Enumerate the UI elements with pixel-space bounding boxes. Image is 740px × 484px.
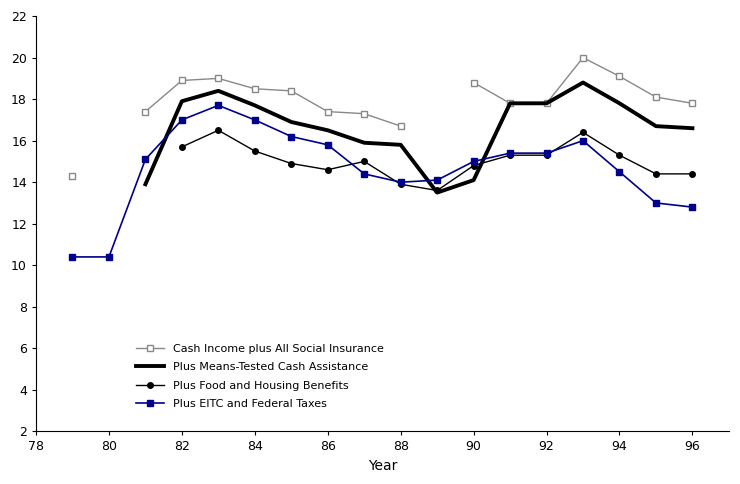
X-axis label: Year: Year — [368, 459, 397, 473]
Cash Income plus All Social Insurance — [360, 111, 369, 117]
Plus Means-Tested Cash Assistance — [178, 98, 186, 104]
Plus Means-Tested Cash Assistance — [433, 190, 442, 196]
Cash Income plus All Social Insurance — [651, 94, 660, 100]
Cash Income plus All Social Insurance — [287, 88, 296, 94]
Legend: Cash Income plus All Social Insurance, Plus Means-Tested Cash Assistance, Plus F: Cash Income plus All Social Insurance, P… — [132, 339, 388, 413]
Plus Food and Housing Benefits — [469, 163, 478, 168]
Plus Food and Housing Benefits — [396, 182, 405, 187]
Plus Means-Tested Cash Assistance — [688, 125, 697, 131]
Plus EITC and Federal Taxes — [323, 142, 332, 148]
Plus EITC and Federal Taxes — [178, 117, 186, 123]
Plus Means-Tested Cash Assistance — [542, 100, 551, 106]
Plus EITC and Federal Taxes — [287, 134, 296, 139]
Cash Income plus All Social Insurance — [396, 123, 405, 129]
Plus EITC and Federal Taxes — [433, 177, 442, 183]
Cash Income plus All Social Insurance — [250, 86, 259, 91]
Plus EITC and Federal Taxes — [615, 169, 624, 175]
Plus EITC and Federal Taxes — [104, 254, 113, 260]
Cash Income plus All Social Insurance — [469, 80, 478, 86]
Plus EITC and Federal Taxes — [68, 254, 77, 260]
Plus Means-Tested Cash Assistance — [651, 123, 660, 129]
Plus Food and Housing Benefits — [250, 148, 259, 154]
Plus Means-Tested Cash Assistance — [68, 202, 77, 208]
Cash Income plus All Social Insurance — [542, 100, 551, 106]
Plus Food and Housing Benefits — [360, 159, 369, 165]
Plus EITC and Federal Taxes — [542, 150, 551, 156]
Plus Food and Housing Benefits — [178, 144, 186, 150]
Cash Income plus All Social Insurance — [141, 109, 150, 115]
Plus Means-Tested Cash Assistance — [214, 88, 223, 94]
Plus EITC and Federal Taxes — [360, 171, 369, 177]
Plus Means-Tested Cash Assistance — [360, 140, 369, 146]
Line: Cash Income plus All Social Insurance: Cash Income plus All Social Insurance — [69, 54, 696, 180]
Plus EITC and Federal Taxes — [505, 150, 514, 156]
Line: Plus EITC and Federal Taxes: Plus EITC and Federal Taxes — [69, 102, 696, 260]
Plus Food and Housing Benefits — [433, 188, 442, 194]
Cash Income plus All Social Insurance — [323, 109, 332, 115]
Plus Means-Tested Cash Assistance — [141, 182, 150, 187]
Cash Income plus All Social Insurance — [615, 74, 624, 79]
Plus Means-Tested Cash Assistance — [323, 127, 332, 133]
Plus EITC and Federal Taxes — [396, 179, 405, 185]
Plus Food and Housing Benefits — [323, 167, 332, 173]
Plus Means-Tested Cash Assistance — [505, 100, 514, 106]
Plus Food and Housing Benefits — [615, 152, 624, 158]
Line: Plus Food and Housing Benefits: Plus Food and Housing Benefits — [179, 127, 695, 193]
Plus Food and Housing Benefits — [542, 152, 551, 158]
Cash Income plus All Social Insurance — [688, 100, 697, 106]
Plus Food and Housing Benefits — [505, 152, 514, 158]
Plus EITC and Federal Taxes — [579, 138, 588, 144]
Plus EITC and Federal Taxes — [250, 117, 259, 123]
Cash Income plus All Social Insurance — [178, 77, 186, 83]
Plus Food and Housing Benefits — [651, 171, 660, 177]
Plus EITC and Federal Taxes — [469, 159, 478, 165]
Plus Food and Housing Benefits — [214, 127, 223, 133]
Plus EITC and Federal Taxes — [651, 200, 660, 206]
Line: Plus Means-Tested Cash Assistance: Plus Means-Tested Cash Assistance — [73, 83, 693, 205]
Plus Means-Tested Cash Assistance — [396, 142, 405, 148]
Plus EITC and Federal Taxes — [688, 204, 697, 210]
Plus Means-Tested Cash Assistance — [615, 100, 624, 106]
Plus Means-Tested Cash Assistance — [250, 103, 259, 108]
Plus EITC and Federal Taxes — [214, 103, 223, 108]
Plus Food and Housing Benefits — [579, 129, 588, 135]
Cash Income plus All Social Insurance — [579, 55, 588, 60]
Cash Income plus All Social Insurance — [68, 173, 77, 179]
Plus EITC and Federal Taxes — [141, 156, 150, 162]
Plus Means-Tested Cash Assistance — [469, 177, 478, 183]
Plus Means-Tested Cash Assistance — [579, 80, 588, 86]
Plus Means-Tested Cash Assistance — [287, 119, 296, 125]
Cash Income plus All Social Insurance — [505, 100, 514, 106]
Cash Income plus All Social Insurance — [214, 76, 223, 81]
Plus Food and Housing Benefits — [287, 161, 296, 166]
Plus Food and Housing Benefits — [688, 171, 697, 177]
